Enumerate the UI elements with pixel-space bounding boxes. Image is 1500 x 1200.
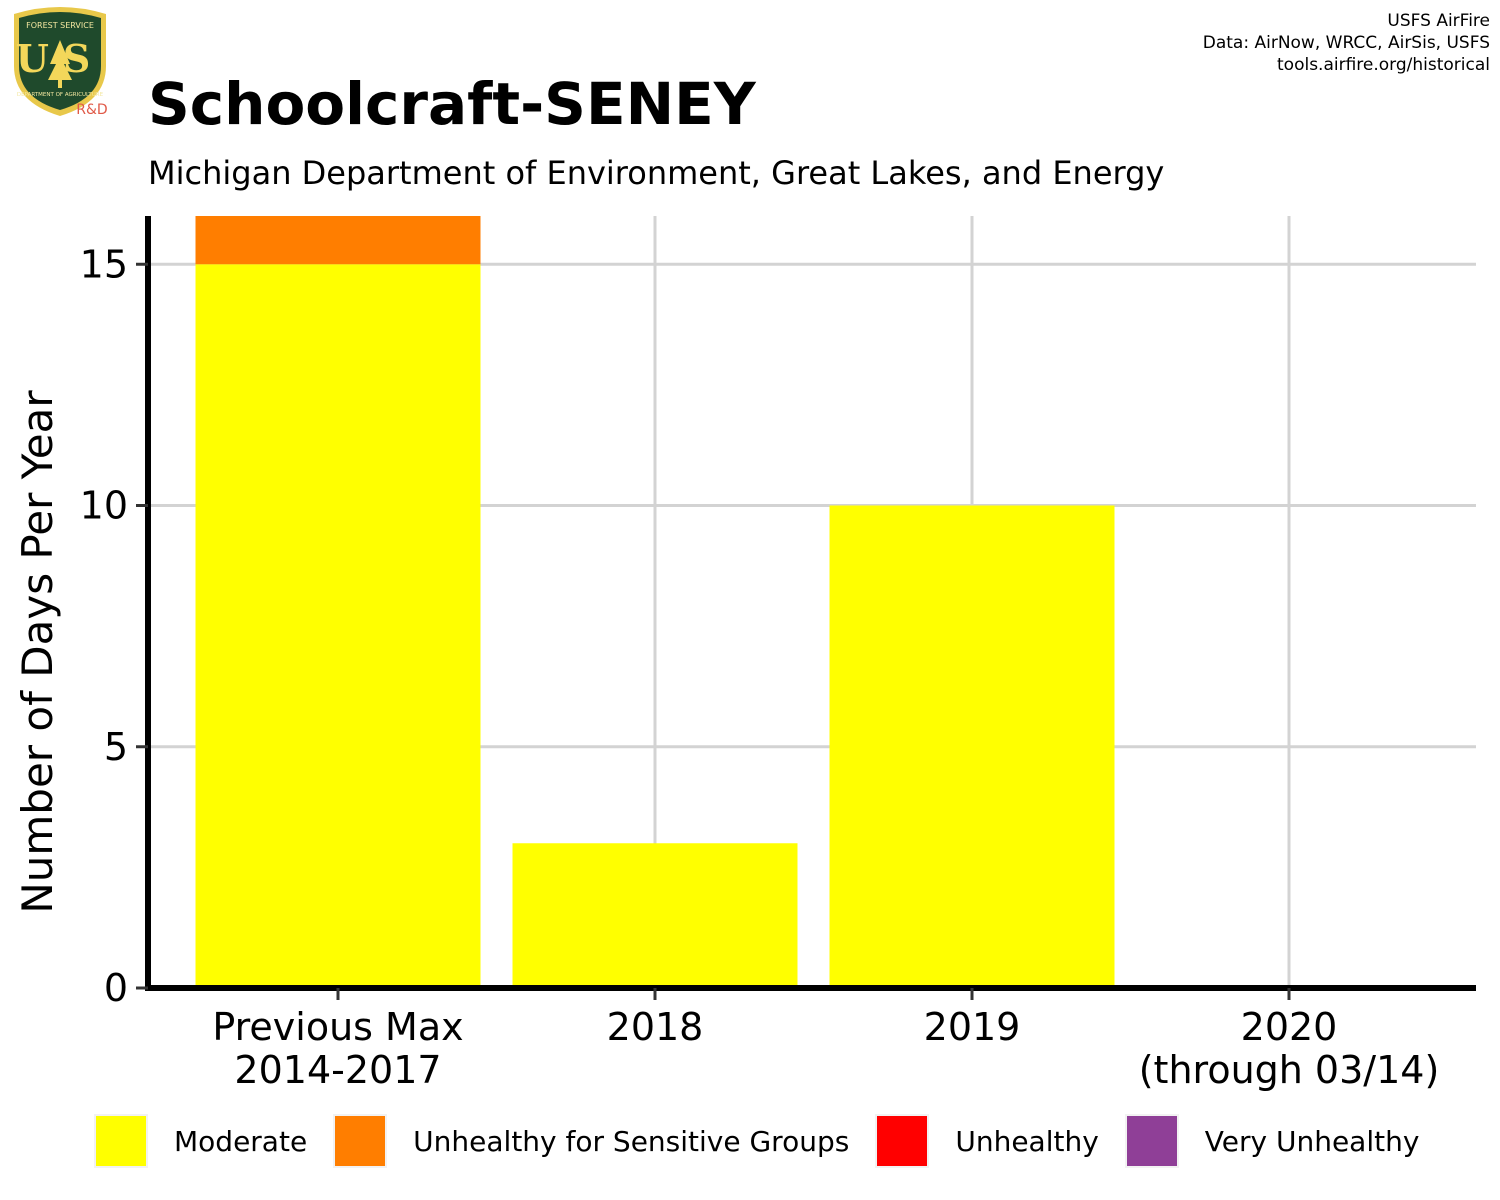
legend-label: Unhealthy for Sensitive Groups bbox=[413, 1124, 850, 1158]
x-tick-label: 2018 bbox=[607, 1005, 704, 1049]
legend-swatch bbox=[333, 1114, 388, 1168]
credit-line: USFS AirFire bbox=[1387, 11, 1490, 31]
usfs-shield-icon: FOREST SERVICE US DEPARTMENT OF AGRICULT… bbox=[14, 7, 108, 118]
y-tick-label: 0 bbox=[104, 966, 128, 1010]
legend-item: Unhealthy bbox=[875, 1114, 1099, 1168]
x-tick-label: 2014-2017 bbox=[234, 1048, 441, 1092]
bar bbox=[829, 505, 1115, 988]
legend-label: Moderate bbox=[174, 1124, 308, 1158]
x-tick-label: 2019 bbox=[924, 1005, 1021, 1049]
y-tick-label: 15 bbox=[80, 242, 128, 286]
x-tick-label: 2020 bbox=[1241, 1005, 1338, 1049]
credit-line: tools.airfire.org/historical bbox=[1277, 55, 1490, 75]
legend: Moderate Unhealthy for Sensitive Groups Un… bbox=[94, 1112, 1445, 1170]
y-tick-label: 5 bbox=[104, 725, 128, 769]
logo-bottom-text: DEPARTMENT OF AGRICULTURE bbox=[17, 92, 104, 98]
logo-top-text: FOREST SERVICE bbox=[26, 21, 94, 30]
logo-rd-label: R&D bbox=[76, 102, 107, 118]
legend-item: Moderate bbox=[94, 1114, 307, 1168]
tree-icon bbox=[48, 40, 72, 80]
x-tick-label: Previous Max bbox=[212, 1005, 463, 1049]
credit-line: Data: AirNow, WRCC, AirSis, USFS bbox=[1202, 33, 1490, 53]
legend-item: Very Unhealthy bbox=[1124, 1114, 1420, 1168]
bar bbox=[195, 216, 481, 265]
x-tick-label: (through 03/14) bbox=[1139, 1048, 1440, 1092]
legend-swatch bbox=[875, 1114, 930, 1168]
legend-item: Unhealthy for Sensitive Groups bbox=[333, 1114, 849, 1168]
chart-subtitle: Michigan Department of Environment, Grea… bbox=[148, 154, 1165, 192]
chart-title: Schoolcraft-SENEY bbox=[148, 70, 756, 138]
y-tick-label: 10 bbox=[80, 484, 128, 528]
legend-swatch bbox=[1124, 1114, 1179, 1168]
bar bbox=[195, 264, 481, 988]
legend-label: Very Unhealthy bbox=[1204, 1124, 1420, 1158]
legend-swatch bbox=[94, 1114, 148, 1168]
legend-label: Unhealthy bbox=[955, 1124, 1099, 1158]
bar bbox=[512, 843, 798, 988]
credits: USFS AirFire Data: AirNow, WRCC, AirSis,… bbox=[1203, 10, 1490, 76]
y-axis-label: Number of Days Per Year bbox=[13, 390, 62, 914]
